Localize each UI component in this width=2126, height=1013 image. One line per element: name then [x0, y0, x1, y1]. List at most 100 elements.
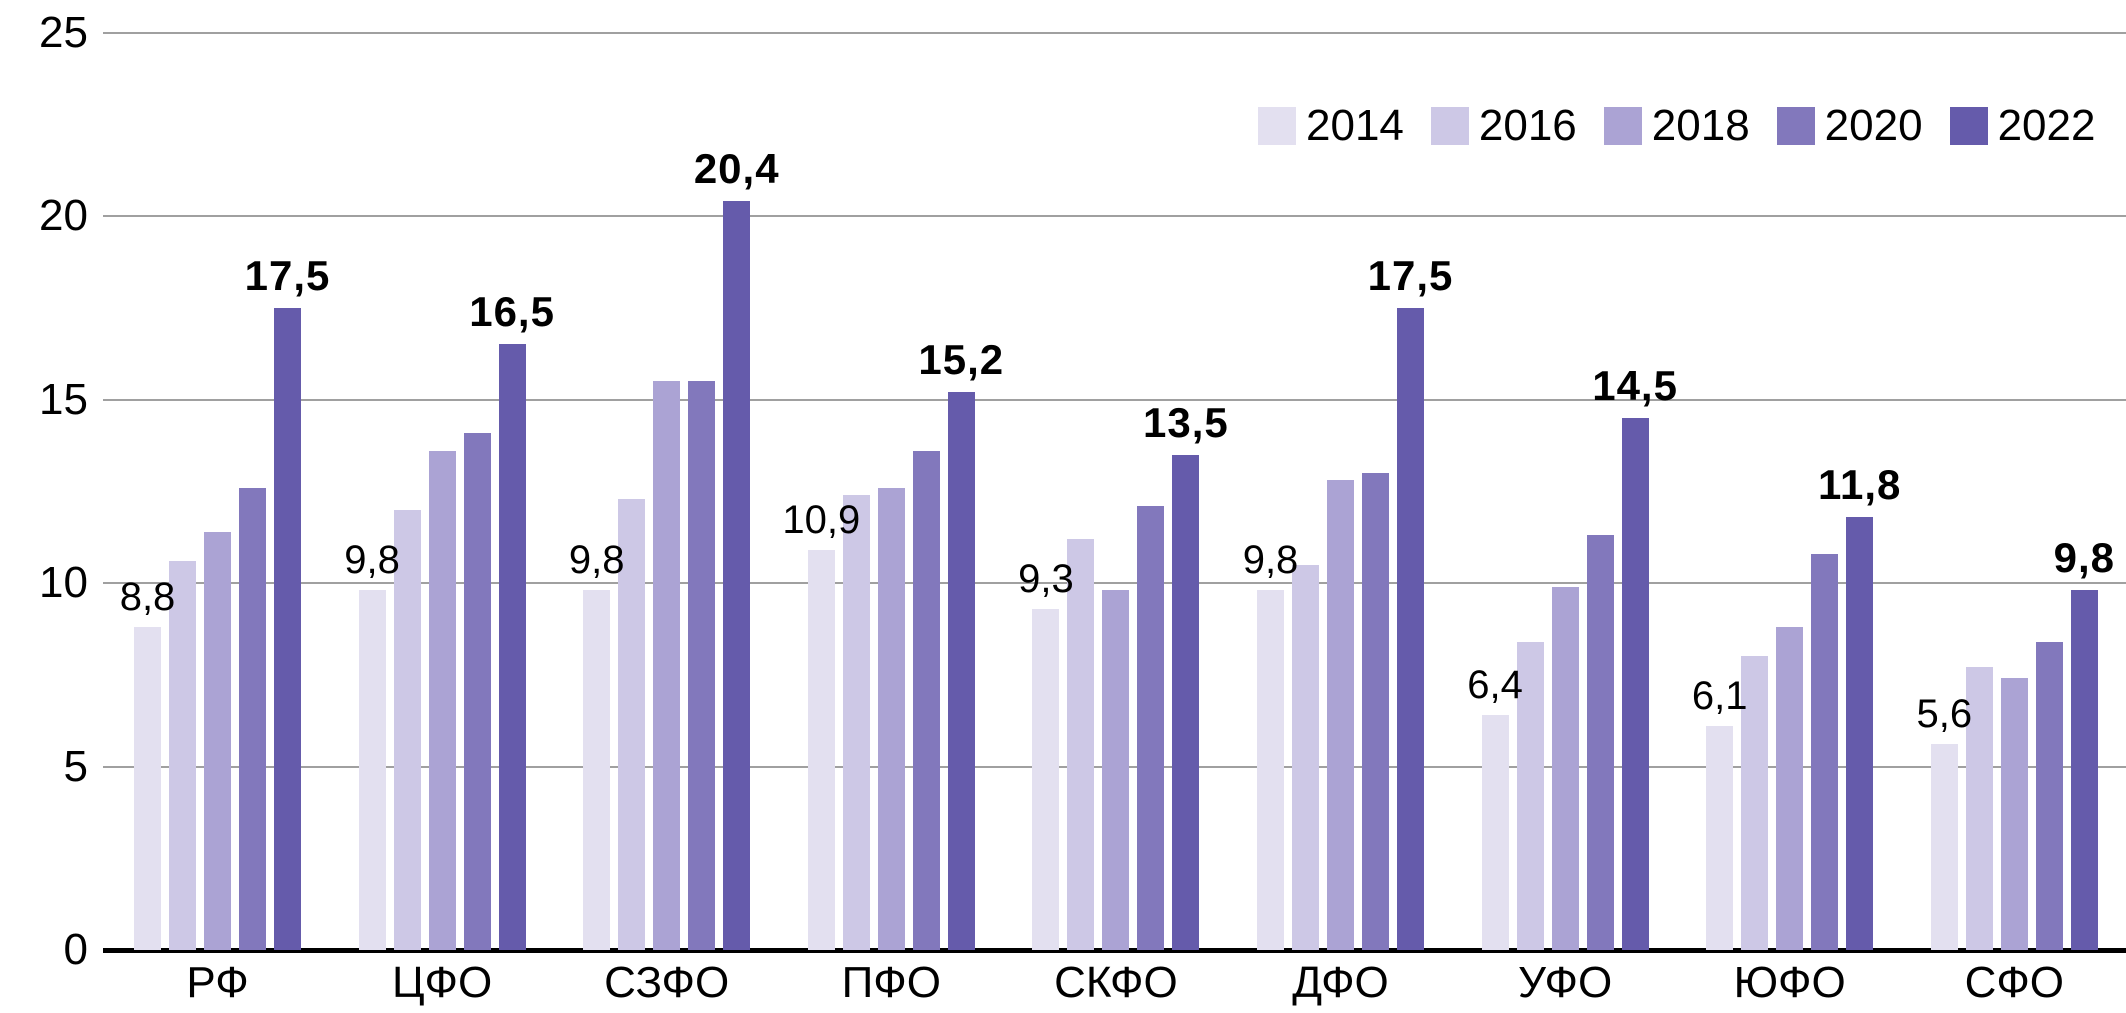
bar-value-label: 9,8	[1242, 538, 1299, 583]
bar-s1-c6	[1516, 641, 1544, 950]
legend-swatch	[1949, 107, 1988, 145]
bar-s1-c0	[169, 560, 196, 950]
bar-s4-c5	[1397, 307, 1424, 950]
bar-s0-c0	[134, 627, 161, 950]
chart-legend: 2014 2016 2018 2020 2022	[1258, 104, 2095, 148]
legend-swatch	[1430, 107, 1469, 145]
gridline	[103, 398, 2126, 401]
bar-value-label-bold: 13,5	[1143, 398, 1229, 446]
y-axis-tick-label: 0	[63, 925, 88, 974]
bar-value-label-bold: 16,5	[469, 288, 555, 336]
gridline	[103, 31, 2126, 34]
bar-value-label: 9,8	[568, 538, 625, 583]
bar-s0-c5	[1257, 590, 1284, 950]
bar-s4-c8	[2070, 590, 2098, 950]
x-axis-category-label: ДФО	[1292, 958, 1389, 1007]
bar-s3-c6	[1586, 535, 1614, 950]
legend-year-label: 2014	[1306, 101, 1404, 150]
legend-year-label: 2016	[1478, 101, 1577, 150]
bar-s3-c8	[2035, 641, 2063, 950]
bar-value-label-bold: 15,2	[918, 336, 1005, 384]
bar-value-label: 6,1	[1691, 674, 1748, 719]
gridline	[103, 215, 2126, 217]
bar-s1-c2	[618, 498, 646, 950]
bar-s3-c3	[912, 450, 940, 950]
legend-year-label: 2018	[1651, 101, 1750, 150]
bar-s4-c0	[274, 307, 301, 950]
legend-year-label: 2022	[1997, 101, 2096, 150]
bar-value-label-bold: 9,8	[2053, 534, 2115, 582]
bar-value-label: 9,3	[1018, 556, 1074, 601]
bar-s0-c2	[583, 590, 611, 950]
bar-s3-c0	[239, 487, 266, 950]
bar-s2-c5	[1327, 480, 1354, 950]
legend-swatch	[1603, 107, 1642, 145]
y-axis-tick-label: 15	[39, 374, 88, 424]
bar-s3-c7	[1811, 553, 1839, 950]
x-axis-category-label: УФО	[1518, 958, 1613, 1007]
bar-s4-c6	[1621, 417, 1649, 950]
bar-s0-c7	[1706, 726, 1734, 950]
bar-value-label-bold: 17,5	[1367, 251, 1454, 299]
bar-value-label: 10,9	[782, 497, 861, 542]
x-axis-category-label: ПФО	[841, 958, 941, 1007]
legend-swatch	[1776, 107, 1815, 145]
legend-item: 2022	[1949, 101, 2096, 150]
bar-s4-c4	[1172, 454, 1200, 950]
y-axis-tick-label: 10	[39, 558, 88, 607]
bar-s0-c1	[358, 590, 386, 950]
x-axis-category-label: СКФО	[1054, 958, 1178, 1007]
bar-value-label-bold: 20,4	[693, 145, 780, 193]
bar-value-label: 5,6	[1916, 692, 1973, 737]
bar-s4-c1	[498, 344, 526, 950]
x-axis-category-label: СЗФО	[604, 958, 730, 1007]
bar-s2-c1	[428, 450, 456, 950]
y-axis-tick-label: 20	[39, 191, 88, 240]
bar-value-label-bold: 11,8	[1817, 460, 1902, 508]
x-axis-category-label: СФО	[1964, 958, 2065, 1007]
bar-s1-c4	[1067, 538, 1095, 950]
bar-s0-c4	[1032, 608, 1060, 950]
bar-s1-c3	[842, 494, 870, 950]
y-axis-tick-label: 25	[39, 7, 88, 57]
bar-s3-c1	[463, 432, 491, 950]
bar-s2-c3	[877, 487, 905, 950]
bar-s2-c0	[204, 531, 231, 950]
legend-year-label: 2020	[1824, 101, 1923, 150]
bar-s1-c1	[393, 509, 421, 950]
bar-s0-c3	[807, 549, 835, 950]
bar-s2-c8	[2000, 678, 2028, 950]
x-axis-category-label: ЦФО	[391, 958, 493, 1007]
bar-s4-c7	[1846, 516, 1874, 950]
gridline	[103, 582, 2126, 584]
bar-s1-c5	[1292, 564, 1319, 950]
bar-s2-c6	[1551, 586, 1579, 950]
bar-s1-c8	[1965, 667, 1993, 950]
bar-s3-c4	[1137, 505, 1165, 950]
bar-value-label: 6,4	[1467, 663, 1523, 708]
legend-item: 2016	[1430, 101, 1577, 150]
bar-s0-c8	[1930, 744, 1958, 950]
bar-s3-c5	[1362, 472, 1389, 950]
x-axis-line	[103, 948, 2126, 953]
legend-item: 2014	[1258, 104, 1404, 148]
legend-item: 2018	[1603, 101, 1750, 150]
bar-s3-c2	[688, 381, 716, 950]
bar-s0-c6	[1481, 715, 1509, 950]
bar-value-label: 8,8	[119, 575, 176, 620]
bar-s2-c7	[1776, 627, 1804, 950]
x-axis-category-label: ЮФО	[1733, 958, 1846, 1007]
y-axis-tick-label: 5	[63, 741, 88, 791]
x-axis-category-label: РФ	[186, 958, 249, 1007]
bar-s1-c7	[1741, 656, 1769, 950]
bar-s4-c2	[723, 201, 751, 950]
bar-s2-c4	[1102, 590, 1130, 950]
bar-value-label-bold: 14,5	[1592, 361, 1678, 409]
legend-item: 2020	[1776, 101, 1923, 150]
legend-swatch	[1258, 107, 1296, 145]
bar-value-label: 9,8	[344, 538, 400, 583]
bar-value-label-bold: 17,5	[244, 251, 331, 299]
bar-s2-c2	[653, 381, 681, 950]
bar-s4-c3	[947, 392, 975, 950]
